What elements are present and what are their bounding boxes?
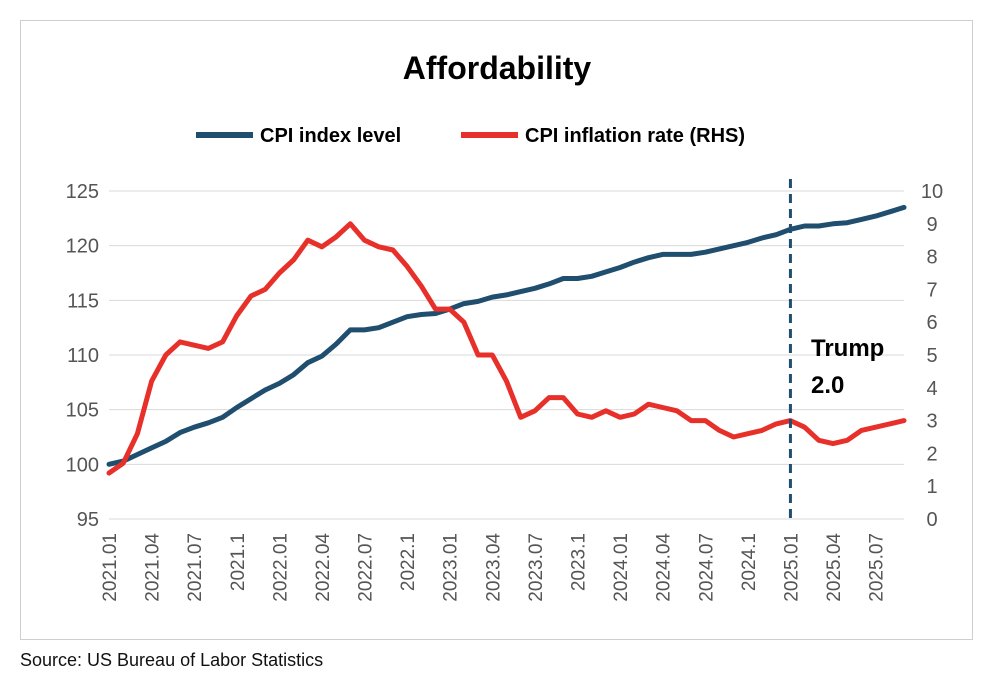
x-tick-label: 2021.01 bbox=[100, 533, 121, 602]
y-left-tick-label: 110 bbox=[67, 345, 99, 367]
x-tick-label: 2023.04 bbox=[483, 533, 504, 602]
y-right-tick-label: 10 bbox=[921, 181, 943, 203]
chart-title: Affordability bbox=[403, 50, 592, 86]
x-tick-label: 2025.04 bbox=[824, 533, 845, 602]
y-right-tick-label: 9 bbox=[926, 214, 937, 236]
x-tick-label: 2022.01 bbox=[270, 533, 291, 602]
x-tick-label: 2024.07 bbox=[696, 533, 717, 602]
y-right-tick-label: 3 bbox=[926, 411, 937, 433]
x-tick-label: 2023.07 bbox=[526, 533, 547, 602]
x-tick-label: 2025.07 bbox=[867, 533, 888, 602]
y-right-tick-label: 8 bbox=[926, 247, 937, 269]
x-axis: 2021.01 2021.04 2021.07 2021.1 2022.01 2022.0… bbox=[100, 533, 888, 602]
annotation-trump-line2: 2.0 bbox=[811, 372, 844, 399]
x-tick-label: 2024.1 bbox=[739, 533, 760, 591]
y-right-tick-label: 0 bbox=[926, 509, 937, 531]
gridlines bbox=[109, 190, 904, 520]
y-right-tick-label: 1 bbox=[926, 476, 937, 498]
y-right-tick-label: 4 bbox=[926, 378, 937, 400]
x-tick-label: 2023.1 bbox=[568, 533, 589, 591]
chart-frame: Affordability CPI index level CPI inflat… bbox=[20, 20, 973, 640]
y-right-tick-label: 2 bbox=[926, 443, 937, 465]
y-left-tick-label: 120 bbox=[66, 236, 99, 258]
x-tick-label: 2024.01 bbox=[611, 533, 632, 602]
y-axis-right: 0 1 2 3 4 5 6 7 8 9 10 bbox=[921, 181, 943, 531]
y-left-tick-label: 125 bbox=[66, 181, 99, 203]
series-line-cpi-index bbox=[106, 204, 907, 467]
x-tick-label: 2024.04 bbox=[654, 533, 675, 602]
y-left-tick-label: 95 bbox=[77, 509, 99, 531]
legend-label-cpi-index: CPI index level bbox=[260, 125, 401, 147]
x-tick-label: 2022.07 bbox=[356, 533, 377, 602]
annotations: Trump 2.0 bbox=[788, 179, 884, 519]
y-left-tick-label: 115 bbox=[67, 290, 99, 312]
legend: CPI index level CPI inflation rate (RHS) bbox=[196, 125, 745, 147]
x-tick-label: 2023.01 bbox=[441, 533, 462, 602]
y-right-tick-label: 5 bbox=[926, 345, 937, 367]
x-tick-label: 2025.01 bbox=[781, 533, 802, 602]
chart: Affordability CPI index level CPI inflat… bbox=[66, 50, 944, 602]
y-left-tick-label: 100 bbox=[66, 454, 99, 476]
y-right-tick-label: 7 bbox=[926, 279, 937, 301]
series-line-cpi-inflation bbox=[106, 221, 907, 476]
series-lines bbox=[106, 204, 907, 476]
x-tick-label: 2021.04 bbox=[143, 533, 164, 602]
y-axis-left: 95 100 105 110 115 120 125 bbox=[66, 181, 99, 531]
x-tick-label: 2021.1 bbox=[228, 533, 249, 591]
annotation-trump-line1: Trump bbox=[811, 335, 884, 362]
y-left-tick-label: 105 bbox=[66, 400, 99, 422]
y-right-tick-label: 6 bbox=[926, 312, 937, 334]
legend-label-cpi-inflation: CPI inflation rate (RHS) bbox=[525, 125, 745, 147]
x-tick-label: 2022.1 bbox=[398, 533, 419, 591]
source-note: Source: US Bureau of Labor Statistics bbox=[20, 650, 324, 670]
x-tick-label: 2022.04 bbox=[313, 533, 334, 602]
x-tick-label: 2021.07 bbox=[185, 533, 206, 602]
